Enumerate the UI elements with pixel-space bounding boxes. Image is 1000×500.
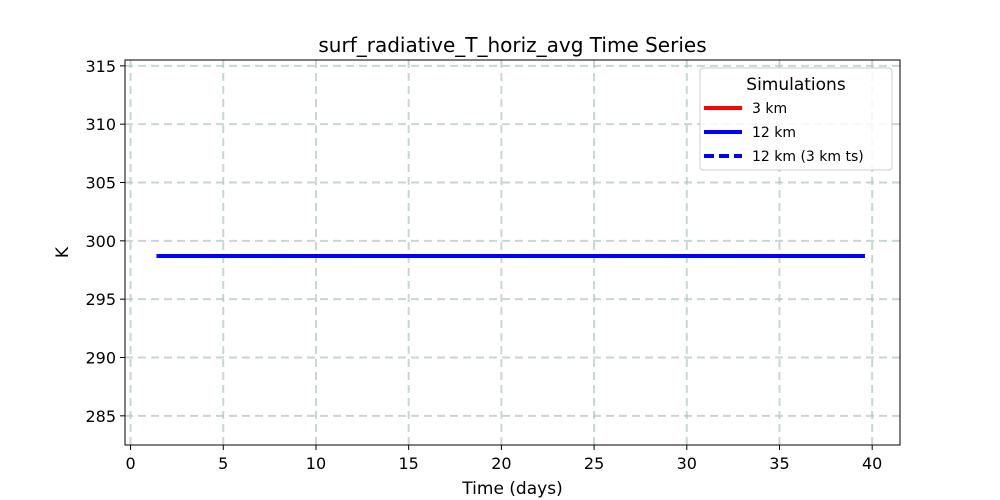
chart-title: surf_radiative_T_horiz_avg Time Series xyxy=(318,33,706,57)
y-tick-label: 295 xyxy=(85,290,116,309)
y-tick-label: 315 xyxy=(85,57,116,76)
x-tick-label: 20 xyxy=(491,454,511,473)
y-tick-label: 305 xyxy=(85,174,116,193)
legend-title: Simulations xyxy=(746,75,846,95)
legend-label-12-km-3-km-ts: 12 km (3 km ts) xyxy=(752,149,864,165)
y-axis-label: K xyxy=(53,246,73,258)
x-tick-label: 30 xyxy=(677,454,697,473)
x-tick-label: 0 xyxy=(125,454,135,473)
legend-items: 3 km 12 km 12 km (3 km ts) xyxy=(704,101,864,165)
y-tick-label: 290 xyxy=(85,349,116,368)
y-tick-label: 310 xyxy=(85,115,116,134)
plot-area-frame xyxy=(124,59,901,446)
x-tick-label: 35 xyxy=(769,454,789,473)
axis-ticks: 0 5 10 15 20 25 30 35 40 285 290 295 300 305 310 315 xyxy=(85,57,882,473)
y-tick-label: 300 xyxy=(85,232,116,251)
x-tick-label: 25 xyxy=(584,454,604,473)
x-tick-label: 10 xyxy=(306,454,326,473)
x-tick-label: 15 xyxy=(398,454,418,473)
legend-box xyxy=(699,67,893,171)
legend: Simulations 3 km 12 km 12 km (3 km ts) xyxy=(699,67,893,171)
y-tick-label: 285 xyxy=(85,407,116,426)
x-tick-label: 5 xyxy=(218,454,228,473)
legend-label-12-km: 12 km xyxy=(752,125,796,141)
x-axis-label: Time (days) xyxy=(461,479,562,499)
x-tick-label: 40 xyxy=(862,454,882,473)
legend-label-3-km: 3 km xyxy=(752,101,787,117)
